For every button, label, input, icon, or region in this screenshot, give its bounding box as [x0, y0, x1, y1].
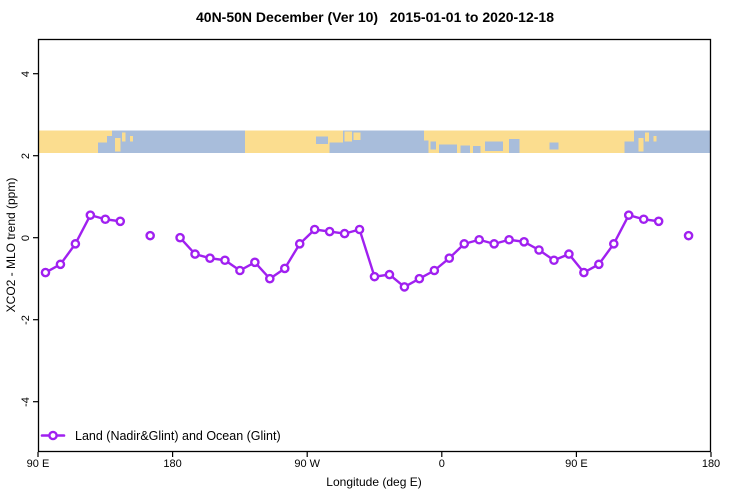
data-point-marker [354, 224, 365, 235]
data-point-marker [683, 230, 694, 241]
y-tick-label: -4 [20, 396, 32, 407]
data-point-marker [70, 239, 81, 249]
data-point-marker [474, 234, 484, 245]
map-land-japan-2 [638, 138, 644, 152]
data-point-marker [115, 216, 126, 227]
data-point-marker [85, 210, 96, 220]
data-point-marker [265, 273, 275, 284]
y-tick-label: -2 [20, 314, 32, 325]
map-water-bay-of-biscay [430, 141, 436, 150]
data-point-marker [504, 234, 514, 245]
map-land-newfoundland [353, 132, 361, 140]
map-land-hokkaido-2 [645, 132, 649, 142]
map-land-asia-east [38, 130, 98, 153]
y-tick-label: 4 [20, 70, 32, 77]
data-point-marker [40, 267, 51, 278]
data-point-marker [399, 282, 410, 292]
x-axis-label: Longitude (deg E) [326, 475, 422, 489]
data-point-marker [220, 255, 230, 266]
legend-marker-icon [48, 430, 58, 441]
map-land-north-america [245, 130, 330, 153]
x-tick-label: 180 [163, 458, 182, 470]
map-land-japan [115, 138, 121, 152]
data-point-marker [190, 249, 200, 259]
data-point-marker [638, 214, 649, 225]
data-point-marker [549, 255, 559, 266]
data-point-marker [175, 232, 185, 243]
legend-label: Land (Nadir&Glint) and Ocean (Glint) [75, 429, 281, 443]
data-point-marker [414, 273, 425, 284]
data-point-marker [339, 228, 350, 239]
data-point-marker [579, 267, 589, 278]
map-water-aegean [473, 146, 481, 153]
x-tick-label: 0 [438, 458, 445, 470]
data-point-marker [489, 239, 499, 249]
map-land-france-coast [423, 130, 430, 141]
data-point-marker [324, 226, 335, 237]
map-water-black-sea [485, 141, 504, 152]
data-point-marker [459, 239, 470, 249]
y-axis-label: XCO2 - MLO trend (ppm) [4, 177, 18, 313]
data-point-marker [205, 253, 215, 264]
data-point-marker [623, 210, 634, 220]
x-tick-label: 90 E [26, 458, 50, 470]
x-tick-label: 90 E [565, 458, 588, 470]
data-point-marker [564, 249, 574, 259]
data-point-marker [279, 263, 290, 274]
map-land-asia-coast-tip [106, 130, 113, 136]
map-land-kuril-speck-2 [653, 135, 657, 142]
map-water-caspian [509, 138, 520, 153]
chart-title: 40N-50N December (Ver 10) 2015-01-01 to … [196, 9, 554, 25]
data-point-marker [608, 239, 619, 249]
map-land-maritimes [344, 131, 353, 142]
data-point-marker [444, 253, 455, 264]
data-point-marker [250, 257, 260, 268]
map-water-great-lakes [316, 136, 329, 144]
data-point-marker [100, 214, 111, 225]
y-tick-label: 2 [20, 152, 32, 159]
data-point-marker [294, 239, 305, 249]
data-point-marker [519, 236, 529, 247]
map-water-adriatic [460, 145, 471, 153]
data-point-marker [384, 269, 395, 280]
map-water-west-med [438, 144, 457, 153]
x-tick-label: 90 W [294, 458, 321, 470]
data-point-marker [653, 216, 664, 227]
data-point-marker [235, 265, 245, 276]
plot-box [37, 38, 712, 453]
data-point-marker [429, 265, 440, 276]
data-point-marker [369, 271, 380, 282]
map-land-hokkaido [121, 132, 126, 142]
map-land-na-northeast [329, 130, 344, 143]
data-point-marker [55, 259, 66, 270]
map-land-asia-coast-step [97, 130, 107, 143]
map-water-balkhash [549, 142, 559, 150]
map-land-eurasia [428, 130, 625, 153]
data-point-marker [594, 259, 604, 270]
data-point-marker [309, 224, 320, 235]
data-point-marker [145, 230, 155, 241]
map-land-kuril-speck [129, 135, 133, 142]
x-tick-label: 180 [701, 458, 721, 470]
map-land-asia-coast-step-2 [624, 130, 634, 142]
y-tick-label: 0 [20, 234, 32, 241]
data-point-marker [534, 245, 544, 255]
